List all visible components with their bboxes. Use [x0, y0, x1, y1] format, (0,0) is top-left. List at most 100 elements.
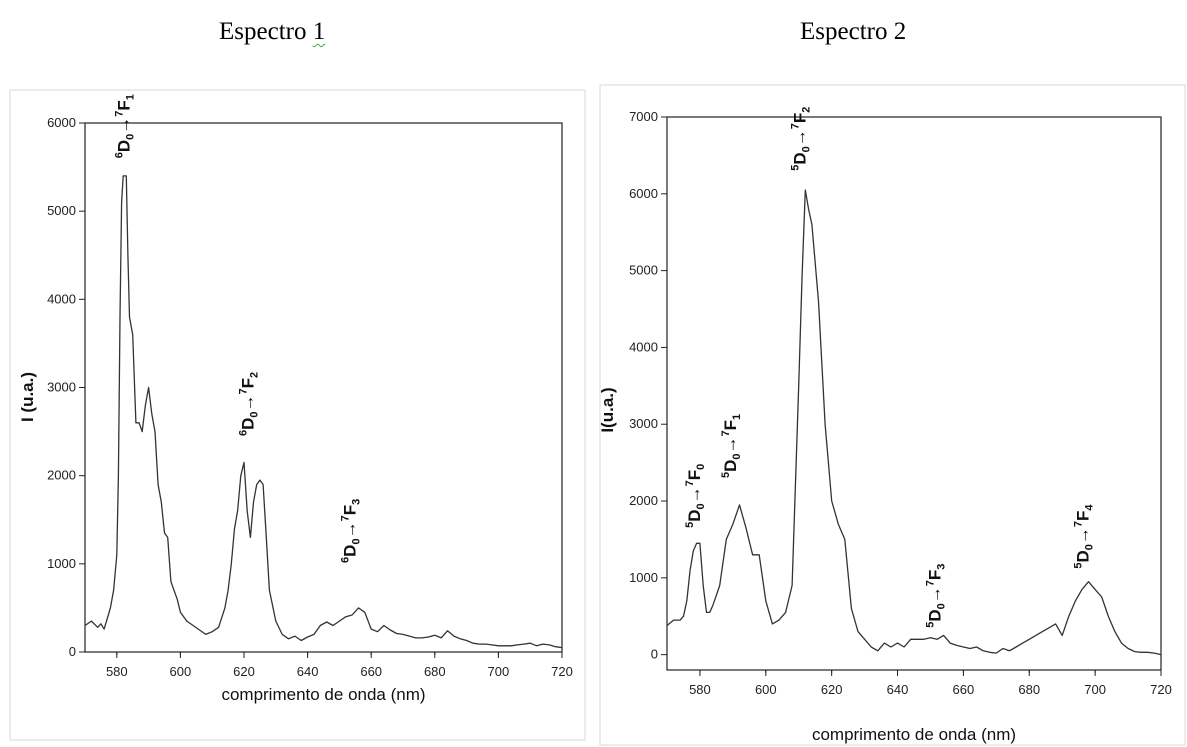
- transition-label-part: →: [239, 394, 258, 411]
- transition-label-part: 5: [720, 472, 732, 478]
- spectrum-line: [84, 175, 563, 649]
- transition-label-part: 0: [1084, 544, 1096, 550]
- transition-label-part: D: [790, 152, 809, 164]
- y-tick-label: 5000: [47, 203, 76, 218]
- x-tick-label: 600: [755, 682, 777, 697]
- transition-label-part: 0: [125, 134, 137, 140]
- chart-1-plot-area: [84, 122, 563, 653]
- chart-1-title-number: 1: [312, 18, 326, 45]
- transition-label-part: 0: [350, 538, 362, 544]
- chart-1-frame: [9, 89, 586, 741]
- transition-label-part: F: [1074, 511, 1093, 521]
- chart-2: 580 600 620 640 660 680 700 7200100020003000400…: [598, 84, 1186, 746]
- chart-1-title-main: Espectro: [219, 18, 313, 45]
- y-tick-label: 6000: [629, 186, 658, 201]
- chart-2-frame: [599, 84, 1186, 746]
- transition-label-part: 5: [924, 622, 936, 628]
- transition-label-part: 7: [684, 480, 696, 486]
- transition-label: 5D0→7F1: [720, 414, 743, 478]
- y-tick-label: 6000: [47, 115, 76, 130]
- transition-label-part: 3: [935, 564, 947, 570]
- transition-label-part: 5: [684, 522, 696, 528]
- chart-1: 580 600 620 640 660 680 700 7200100020003000400…: [9, 89, 586, 741]
- transition-label-part: 2: [249, 372, 261, 378]
- spectrum-line: [666, 189, 1162, 656]
- x-axis-label: comprimento de onda (nm): [812, 725, 1016, 744]
- transition-label: 6D0→7F2: [238, 372, 261, 436]
- transition-label-part: D: [925, 609, 944, 621]
- transition-label-part: 7: [1073, 521, 1085, 527]
- y-tick-label: 2000: [47, 468, 76, 483]
- y-tick-label: 1000: [47, 556, 76, 571]
- transition-label-part: 5: [789, 165, 801, 171]
- y-axis-label: I (u.a.): [18, 372, 37, 422]
- x-tick-label: 680: [1018, 682, 1040, 697]
- transition-label-part: 1: [125, 94, 137, 100]
- y-tick-label: 4000: [629, 339, 658, 354]
- transition-label: 5D0→7F3: [924, 564, 947, 628]
- transition-label-part: F: [721, 420, 740, 430]
- transition-label-part: F: [790, 113, 809, 123]
- chart-2-plot-area: [666, 116, 1162, 671]
- transition-label-part: 0: [249, 411, 261, 417]
- x-tick-label: 600: [170, 664, 192, 679]
- transition-label-part: 0: [695, 503, 707, 509]
- transition-label-part: 0: [695, 464, 707, 470]
- transition-label-part: 0: [935, 603, 947, 609]
- transition-label-part: 2: [800, 107, 812, 113]
- transition-label-part: D: [1074, 550, 1093, 562]
- transition-label-part: D: [340, 545, 359, 557]
- transition-label-part: 7: [114, 111, 126, 117]
- y-tick-label: 0: [651, 647, 658, 662]
- transition-label-part: 3: [350, 499, 362, 505]
- chart-2-title: Espectro 2: [800, 18, 907, 45]
- transition-label-part: 6: [339, 557, 351, 563]
- transition-label-part: D: [239, 418, 258, 430]
- y-axis-label: I(u.a.): [598, 387, 617, 432]
- transition-label: 6D0→7F1: [114, 94, 137, 158]
- x-tick-label: 640: [887, 682, 909, 697]
- transition-label-part: 7: [924, 580, 936, 586]
- transition-label-part: F: [239, 378, 258, 388]
- transition-label-part: →: [115, 117, 134, 134]
- x-tick-label: 620: [821, 682, 843, 697]
- transition-label: 5D0→7F4: [1073, 504, 1096, 569]
- transition-label-part: 7: [720, 430, 732, 436]
- transition-label-part: 5: [1073, 562, 1085, 568]
- transition-label-part: →: [340, 521, 359, 538]
- transition-label-part: F: [685, 470, 704, 480]
- transition-label-part: 7: [238, 388, 250, 394]
- transition-label-part: D: [115, 140, 134, 152]
- y-tick-label: 1000: [629, 570, 658, 585]
- transition-label-part: →: [790, 129, 809, 146]
- x-tick-label: 620: [233, 664, 255, 679]
- transition-label-part: 7: [339, 515, 351, 521]
- transition-label-part: 6: [238, 430, 250, 436]
- transition-label-part: F: [925, 570, 944, 580]
- transition-label-part: 4: [1084, 504, 1096, 511]
- y-tick-label: 3000: [629, 416, 658, 431]
- x-tick-label: 660: [360, 664, 382, 679]
- x-tick-label: 640: [297, 664, 319, 679]
- y-tick-label: 5000: [629, 263, 658, 278]
- transition-label-part: F: [115, 100, 134, 110]
- x-tick-label: 700: [1084, 682, 1106, 697]
- x-tick-label: 660: [953, 682, 975, 697]
- transition-label-part: 6: [114, 152, 126, 158]
- chart-1-title: Espectro 1: [219, 18, 325, 46]
- transition-label-part: 0: [800, 146, 812, 152]
- transition-label: 5D0→7F2: [789, 107, 812, 171]
- x-tick-label: 580: [689, 682, 711, 697]
- transition-label-part: D: [721, 460, 740, 472]
- x-tick-label: 720: [1150, 682, 1172, 697]
- transition-label: 5D0→7F0: [684, 464, 707, 528]
- transition-label-part: 0: [731, 453, 743, 459]
- transition-label-part: 1: [731, 414, 743, 420]
- y-tick-label: 2000: [629, 493, 658, 508]
- transition-label-part: F: [340, 505, 359, 515]
- x-tick-label: 680: [424, 664, 446, 679]
- transition-label: 6D0→7F3: [339, 499, 362, 563]
- transition-label-part: →: [925, 586, 944, 603]
- x-axis-label: comprimento de onda (nm): [221, 685, 425, 704]
